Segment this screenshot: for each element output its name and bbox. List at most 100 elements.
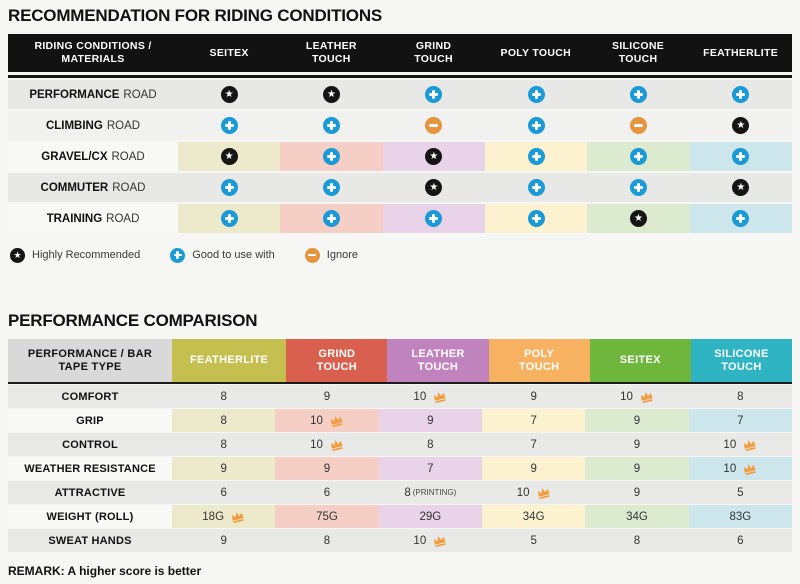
score-cell: 9 xyxy=(275,457,379,480)
star-icon: ★ xyxy=(220,86,238,103)
score-cell: 9 xyxy=(275,385,378,408)
performance-table-row: ATTRACTIVE 6 6 8 (PRINTING) 10 9 5 xyxy=(8,481,792,504)
rating-cell xyxy=(690,80,792,109)
score-cell: 10 xyxy=(585,385,688,408)
plus-icon xyxy=(220,179,238,196)
rating-cell xyxy=(178,111,280,140)
score-value: 10 xyxy=(413,534,427,547)
star-icon: ★ xyxy=(425,179,443,196)
score-cell: 83G xyxy=(688,505,792,528)
score-value: 8 xyxy=(404,486,411,499)
star-icon: ★ xyxy=(322,86,340,103)
riding-row-label: COMMUTER ROAD xyxy=(40,181,146,194)
crown-icon xyxy=(434,535,446,547)
perf-row-label: WEATHER RESISTANCE xyxy=(24,462,156,475)
score-cell: 6 xyxy=(689,529,792,552)
plus-icon xyxy=(629,179,647,196)
score-cell: 29G xyxy=(378,505,482,528)
plus-icon xyxy=(425,86,443,103)
score-cell: 10 xyxy=(689,433,792,456)
legend: ★ Highly Recommended Good to use with Ignor… xyxy=(10,246,792,264)
star-icon: ★ xyxy=(732,179,750,196)
rating-cell xyxy=(382,204,485,233)
star-icon: ★ xyxy=(629,210,647,227)
rating-cell xyxy=(587,80,689,109)
score-cell: 10 xyxy=(379,529,482,552)
legend-item: Ignore xyxy=(304,247,358,263)
score-value: 10 xyxy=(413,390,427,403)
score-cell: 9 xyxy=(585,433,688,456)
score-cell: 9 xyxy=(172,457,276,480)
header-divider xyxy=(8,75,792,78)
score-value: 8 xyxy=(220,438,227,451)
score-value: 9 xyxy=(633,486,641,499)
score-value: 10 xyxy=(723,438,737,451)
score-value: 10 xyxy=(723,462,737,475)
crown-icon xyxy=(744,463,756,475)
performance-table-row: CONTROL 8 10 8 7 9 10 xyxy=(8,433,792,456)
score-cell: 34G xyxy=(585,505,689,528)
minus-icon xyxy=(425,117,443,134)
score-value: 34G xyxy=(522,510,545,523)
perf-header-bartape: POLY TOUCH xyxy=(488,339,590,382)
score-cell: 34G xyxy=(482,505,586,528)
score-cell: 9 xyxy=(378,409,482,432)
plus-icon xyxy=(527,148,545,165)
rating-cell: ★ xyxy=(178,142,281,171)
riding-header-material: FEATHERLITE xyxy=(703,46,778,59)
riding-table-row: CLIMBING ROAD ★ xyxy=(8,111,792,140)
riding-conditions-table: RIDING CONDITIONS / MATERIALS SEITEX LEATH… xyxy=(8,34,792,233)
score-cell: 8 xyxy=(379,433,482,456)
performance-table-body: COMFORT 8 9 10 9 10 8 GRIP 8 10 9 7 9 7 CONTROL 8 10 8 7 9 1… xyxy=(8,385,792,552)
plus-icon xyxy=(527,86,545,103)
header-divider xyxy=(8,382,792,384)
crown-icon xyxy=(330,439,343,451)
score-value: 5 xyxy=(530,534,537,547)
score-value: 75G xyxy=(316,510,338,523)
crown-icon xyxy=(640,391,653,403)
remark-text: REMARK: A higher score is better xyxy=(8,564,202,578)
rating-cell xyxy=(280,111,382,140)
score-cell: 8 xyxy=(275,529,378,552)
score-cell: 5 xyxy=(482,529,585,552)
crown-icon xyxy=(232,511,244,523)
perf-row-label: CONTROL xyxy=(62,438,118,451)
rating-cell: ★ xyxy=(178,80,280,109)
riding-header-label: RIDING CONDITIONS / MATERIALS xyxy=(34,40,152,65)
performance-table-row: GRIP 8 10 9 7 9 7 xyxy=(8,409,792,432)
score-value: 10 xyxy=(310,438,323,451)
score-cell: 7 xyxy=(482,409,586,432)
score-value: 9 xyxy=(530,462,537,475)
score-value: 34G xyxy=(626,510,648,523)
riding-header-material: SILICONE TOUCH xyxy=(612,40,665,65)
perf-row-label: SWEAT HANDS xyxy=(48,534,132,547)
rating-cell xyxy=(587,111,689,140)
plus-icon xyxy=(629,86,647,103)
score-value: 10 xyxy=(620,390,633,403)
score-cell: 5 xyxy=(689,481,792,504)
score-cell: 8 xyxy=(585,529,688,552)
score-value: 29G xyxy=(419,510,442,523)
perf-header-bartape: GRIND TOUCH xyxy=(286,339,388,382)
rating-cell xyxy=(280,173,382,202)
score-cell: 10 xyxy=(275,409,379,432)
score-value: 9 xyxy=(633,414,641,427)
crown-icon xyxy=(330,415,343,427)
score-cell: 9 xyxy=(482,385,585,408)
plus-icon xyxy=(527,210,545,227)
plus-icon xyxy=(322,210,340,227)
score-value: 7 xyxy=(737,414,744,427)
plus-icon xyxy=(732,210,750,227)
score-value: 9 xyxy=(427,414,434,427)
score-value: 18G xyxy=(202,510,225,523)
riding-table-row: TRAINING ROAD ★ xyxy=(8,204,792,233)
score-cell: 7 xyxy=(482,433,585,456)
star-icon: ★ xyxy=(220,148,238,165)
minus-icon xyxy=(304,247,320,263)
score-value: 6 xyxy=(220,486,227,499)
minus-icon xyxy=(629,117,647,134)
plus-icon xyxy=(732,148,750,165)
rating-cell xyxy=(485,142,588,171)
legend-label: Good to use with xyxy=(192,249,275,261)
star-icon: ★ xyxy=(425,148,443,165)
